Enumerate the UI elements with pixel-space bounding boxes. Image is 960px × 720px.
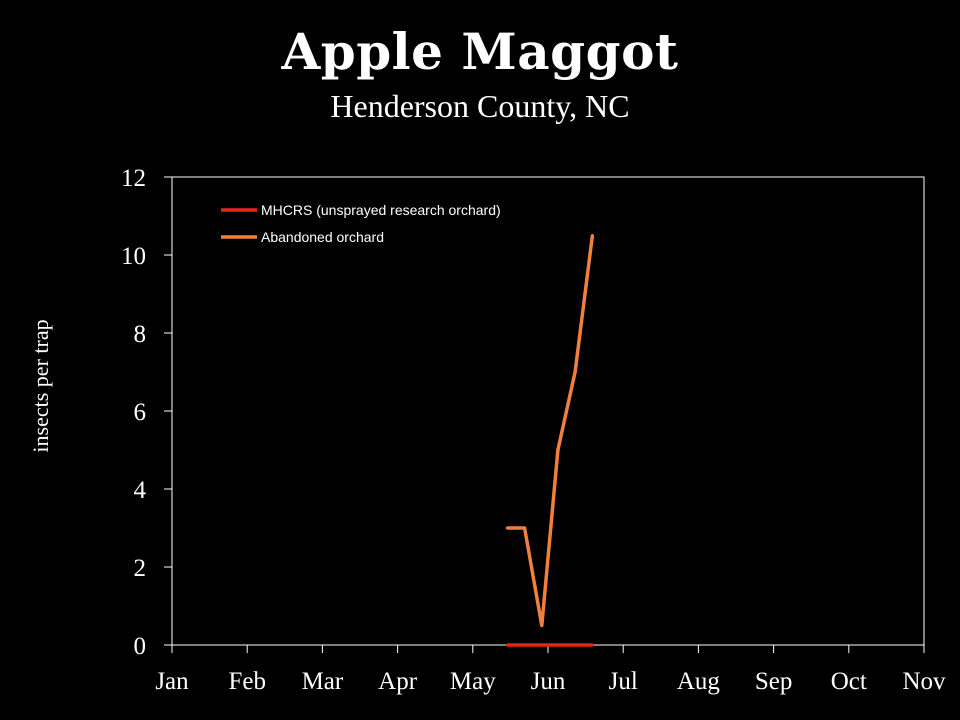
y-axis-label: insects per trap (28, 319, 53, 452)
y-tick-label: 2 (134, 555, 147, 582)
x-tick-label: Feb (228, 668, 266, 695)
data-point-series-1 (505, 643, 509, 647)
data-point-series-2 (523, 526, 527, 530)
x-tick-label: Nov (902, 668, 946, 695)
data-point-series-1 (523, 643, 527, 647)
y-tick-label: 4 (134, 477, 147, 504)
y-tick-label: 10 (121, 243, 146, 270)
x-tick-label: Apr (378, 668, 418, 695)
x-tick-label: Aug (677, 668, 721, 695)
y-tick-label: 8 (134, 321, 147, 348)
x-tick-label: Jan (155, 668, 189, 695)
y-tick-label: 0 (134, 633, 147, 660)
data-point-series-2 (573, 370, 577, 374)
x-tick-label: Jul (609, 668, 638, 695)
legend: MHCRS (unsprayed research orchard) Abando… (221, 202, 501, 245)
x-tick-label: Oct (831, 668, 867, 695)
chart-title: Apple Maggot (281, 22, 679, 81)
chart-subtitle: Henderson County, NC (330, 88, 630, 124)
x-tick-label: Sep (755, 668, 793, 695)
x-tick-label: May (450, 668, 496, 695)
data-point-series-2 (505, 526, 509, 530)
data-point-series-2 (540, 624, 544, 627)
y-tick-label: 6 (134, 399, 147, 426)
x-tick-label: Jun (531, 668, 566, 695)
x-tick-label: Mar (302, 668, 344, 695)
data-point-series-1 (573, 643, 577, 647)
series-line-2 (507, 235, 595, 628)
data-point-series-1 (556, 643, 560, 647)
legend-label: MHCRS (unsprayed research orchard) (261, 202, 501, 218)
y-tick-label: 12 (121, 165, 146, 192)
series-layer (505, 234, 595, 647)
y-axis: 0 2 4 6 8 10 12 (121, 165, 172, 660)
data-point-series-2 (556, 448, 560, 452)
data-point-series-2 (590, 234, 594, 237)
x-axis: Jan Feb Mar Apr May Jun Jul Aug Sep Oct Nov (155, 645, 946, 695)
legend-label: Abandoned orchard (261, 229, 384, 245)
data-point-series-1 (540, 643, 544, 647)
data-point-series-1 (590, 643, 594, 647)
